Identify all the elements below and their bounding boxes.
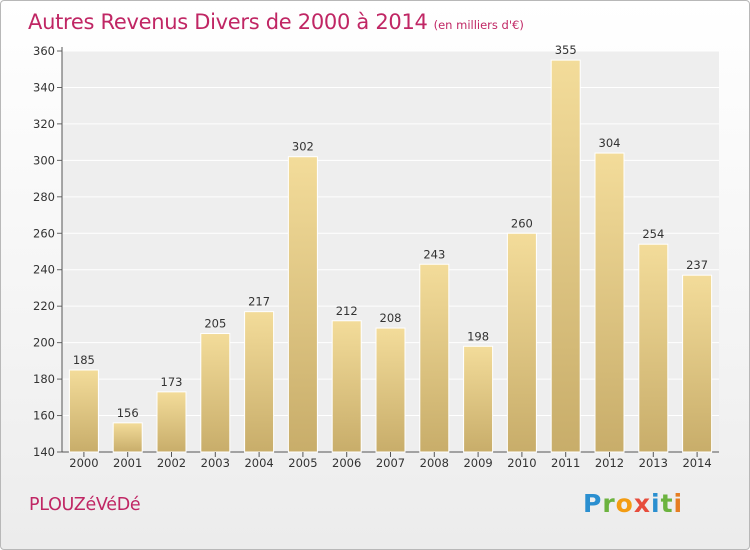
bar [200, 333, 231, 453]
data-label: 304 [599, 136, 621, 150]
chart-title: Autres Revenus Divers de 2000 à 2014 (en … [28, 10, 524, 34]
x-tick-label: 2002 [157, 456, 186, 470]
y-tick-label: 260 [33, 226, 55, 240]
y-tick-label: 240 [33, 263, 55, 277]
y-tick-label: 340 [33, 80, 55, 94]
bar [682, 274, 713, 453]
x-tick-label: 2004 [244, 456, 273, 470]
bar [506, 232, 537, 453]
data-label: 243 [423, 247, 445, 261]
data-label: 198 [467, 329, 489, 343]
bar [594, 152, 625, 453]
data-label: 173 [161, 375, 183, 389]
logo-letter: o [615, 489, 634, 518]
bar [463, 345, 494, 453]
data-label: 302 [292, 140, 314, 154]
data-label: 355 [555, 43, 577, 57]
bar [375, 327, 406, 453]
x-tick-label: 2001 [113, 456, 142, 470]
data-label: 260 [511, 216, 533, 230]
y-tick-label: 300 [33, 153, 55, 167]
logo-letter: t [660, 489, 674, 518]
y-tick-label: 360 [33, 44, 55, 58]
y-tick-label: 180 [33, 372, 55, 386]
x-tick-label: 2013 [639, 456, 668, 470]
proxiti-logo: Proxiti [583, 489, 683, 518]
x-tick-label: 2005 [288, 456, 317, 470]
bar [244, 311, 275, 453]
data-label: 208 [380, 311, 402, 325]
logo-letter: P [583, 489, 603, 518]
x-tick-label: 2000 [69, 456, 98, 470]
bar [419, 263, 450, 453]
data-label: 237 [686, 258, 708, 272]
x-tick-label: 2011 [551, 456, 580, 470]
data-label: 212 [336, 304, 358, 318]
y-tick-label: 220 [33, 299, 55, 313]
logo-letter: i [673, 489, 684, 518]
x-tick-label: 2012 [595, 456, 624, 470]
chart-title-text: Autres Revenus Divers de 2000 à 2014 [28, 10, 428, 34]
y-tick-label: 140 [33, 445, 55, 459]
bar [638, 243, 669, 453]
logo-letter: r [602, 489, 616, 518]
y-tick-label: 200 [33, 336, 55, 350]
data-label: 156 [117, 406, 139, 420]
x-tick-label: 2009 [463, 456, 492, 470]
data-label: 254 [642, 227, 664, 241]
x-tick-label: 2010 [507, 456, 536, 470]
bar [287, 156, 318, 453]
bar [112, 422, 143, 453]
y-tick-label: 280 [33, 190, 55, 204]
y-tick-label: 160 [33, 409, 55, 423]
x-tick-label: 2008 [420, 456, 449, 470]
bar [331, 320, 362, 453]
y-tick-label: 320 [33, 117, 55, 131]
x-tick-label: 2006 [332, 456, 361, 470]
logo-letter: i [651, 489, 661, 518]
bar [550, 59, 581, 453]
bar [156, 391, 187, 453]
data-label: 217 [248, 295, 270, 309]
commune-name: PLOUZéVéDé [29, 495, 141, 515]
x-tick-label: 2014 [682, 456, 711, 470]
bar [68, 369, 99, 453]
chart-subtitle: (en milliers d'€) [433, 18, 524, 32]
x-tick-label: 2007 [376, 456, 405, 470]
logo-letter: x [633, 489, 651, 518]
data-label: 205 [204, 317, 226, 331]
x-tick-label: 2003 [201, 456, 230, 470]
data-label: 185 [73, 353, 95, 367]
